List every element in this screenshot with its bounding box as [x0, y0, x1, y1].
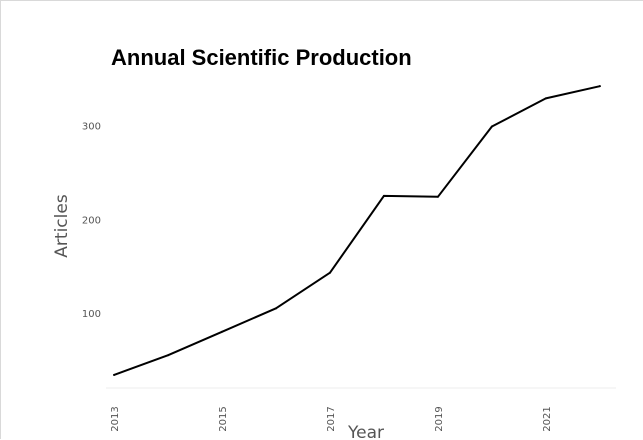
data-point	[598, 85, 601, 88]
data-point	[382, 194, 385, 197]
y-axis-ticks: 100 200 300	[82, 122, 101, 320]
y-tick-label: 300	[82, 122, 101, 133]
data-points	[113, 85, 601, 376]
y-axis-title: Articles	[52, 194, 72, 258]
y-tick-label: 100	[82, 309, 101, 320]
x-tick-label: 2017	[326, 406, 337, 431]
series-line	[113, 85, 601, 376]
data-point	[436, 195, 439, 198]
y-tick-label: 200	[82, 215, 101, 226]
x-axis-ticks: 2013 2015 2017 2019 2021	[110, 406, 553, 431]
x-tick-label: 2015	[218, 406, 229, 431]
x-axis-title: Year	[347, 423, 384, 440]
x-tick-label: 2019	[434, 406, 445, 431]
data-point	[167, 354, 170, 357]
x-tick-label: 2021	[542, 406, 553, 431]
data-point	[113, 373, 116, 376]
data-point	[490, 125, 493, 128]
data-point	[544, 97, 547, 100]
data-point	[328, 271, 331, 274]
chart-title: Annual Scientific Production	[111, 45, 412, 70]
x-tick-label: 2013	[110, 406, 121, 431]
data-point	[221, 330, 224, 333]
data-point	[275, 307, 277, 310]
